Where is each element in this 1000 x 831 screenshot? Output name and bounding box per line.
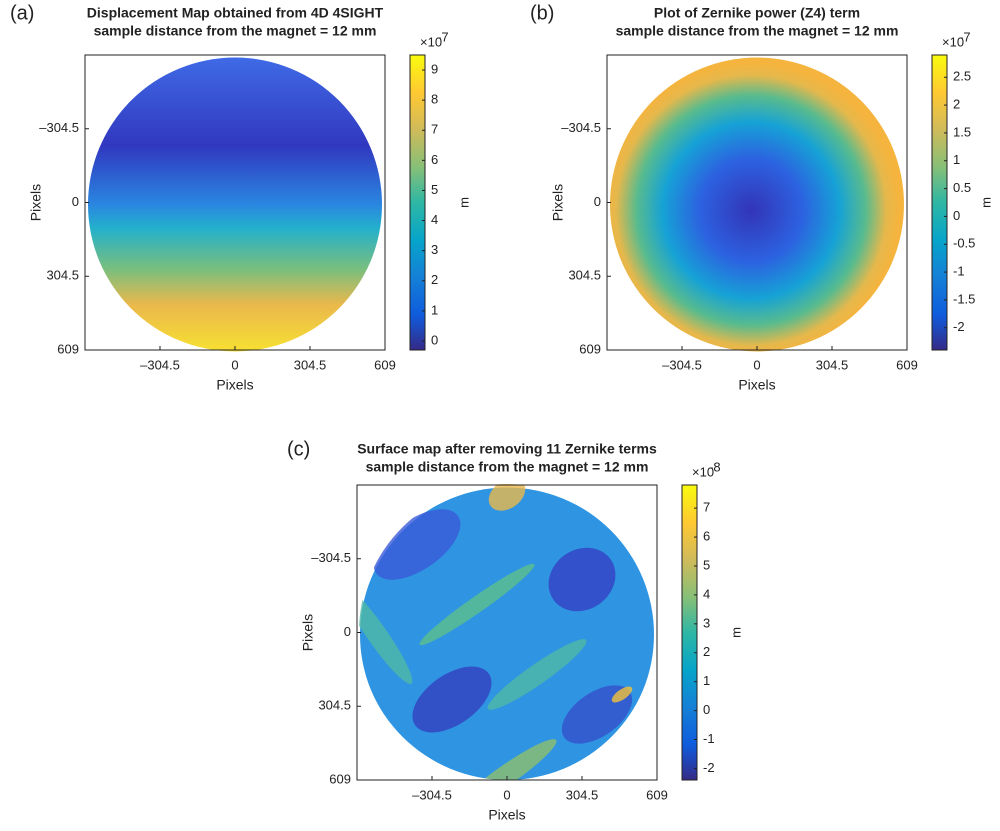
x-axis-label: Pixels [488,807,525,823]
figure: (a) Displacement Map obtained from 4D 4SI… [0,0,1000,831]
x-tick-label: 609 [374,357,396,372]
colorbar-tick-label: 2.5 [953,69,971,84]
y-tick-label: –304.5 [39,120,79,135]
x-tick-label: –304.5 [140,357,180,372]
data-surface [334,472,654,818]
colorbar-tick-label: -1.5 [953,291,975,306]
colorbar-tick-label: 9 [431,61,438,76]
colorbar-label: m [978,197,993,208]
colorbar-tick-label: 0 [431,332,438,347]
x-tick-label: 0 [503,787,510,802]
colorbar-tick-label: 0 [703,702,710,717]
chart-title: Plot of Zernike power (Z4) term [654,5,860,21]
colorbar-tick-label: 1 [431,302,438,317]
colorbar-tick-label: 3 [431,242,438,257]
colorbar-exponent-power: -8 [709,459,721,474]
colorbar-exponent-power: -7 [437,29,449,44]
chart-subtitle: sample distance from the magnet = 12 mm [616,23,899,39]
y-tick-label: 609 [329,771,351,786]
colorbar-tick-label: 0 [953,208,960,223]
y-tick-label: 0 [344,624,351,639]
chart-subtitle: sample distance from the magnet = 12 mm [366,459,649,475]
colorbar-exponent-power: -7 [959,29,971,44]
x-tick-label: 304.5 [816,357,849,372]
colorbar-tick-label: 4 [703,586,710,601]
colorbar-label: m [728,627,743,638]
colorbar-tick-label: 6 [431,152,438,167]
colorbar [410,55,425,350]
colorbar-tick-label: -2 [703,760,715,775]
y-tick-label: 304.5 [46,268,79,283]
y-axis-label: Pixels [28,184,44,221]
panel-label: (b) [530,2,554,24]
x-tick-label: 609 [646,787,668,802]
panel: (c) Surface map after removing 11 Zernike… [287,438,743,822]
colorbar [932,55,947,350]
colorbar-tick-label: 1 [703,673,710,688]
x-tick-label: 609 [896,357,918,372]
y-tick-label: 0 [72,194,79,209]
x-tick-label: 0 [231,357,238,372]
data-surface [610,58,904,352]
y-tick-label: 0 [594,194,601,209]
colorbar-tick-label: 7 [431,122,438,137]
x-tick-label: 0 [753,357,760,372]
x-tick-label: –304.5 [412,787,452,802]
y-tick-label: 304.5 [568,268,601,283]
panel-label: (a) [10,2,34,24]
y-axis-label: Pixels [550,184,566,221]
colorbar-tick-label: 8 [431,92,438,107]
colorbar-tick-label: 3 [703,615,710,630]
colorbar-tick-label: 2 [953,97,960,112]
colorbar-tick-label: 5 [703,557,710,572]
data-surface [88,58,382,352]
colorbar-tick-label: 1 [953,152,960,167]
x-tick-label: 304.5 [294,357,327,372]
colorbar-tick-label: 0.5 [953,180,971,195]
x-tick-label: –304.5 [662,357,702,372]
chart-subtitle: sample distance from the magnet = 12 mm [94,23,377,39]
colorbar-tick-label: 2 [431,272,438,287]
colorbar [682,485,697,780]
y-tick-label: 609 [57,341,79,356]
chart-title: Displacement Map obtained from 4D 4SIGHT [87,5,384,21]
x-axis-label: Pixels [738,377,775,393]
panel: (a) Displacement Map obtained from 4D 4SI… [10,2,471,392]
y-axis-label: Pixels [300,614,316,651]
colorbar-label: m [456,197,471,208]
panel: (b) Plot of Zernike power (Z4) term sample… [530,2,993,392]
colorbar-tick-label: 6 [703,528,710,543]
colorbar-tick-label: 4 [431,212,438,227]
x-tick-label: 304.5 [566,787,599,802]
colorbar-tick-label: 2 [703,644,710,659]
colorbar-tick-label: -0.5 [953,236,975,251]
y-tick-label: 609 [579,341,601,356]
colorbar-tick-label: 5 [431,182,438,197]
colorbar-tick-label: -1 [953,264,965,279]
colorbar-tick-label: -1 [703,731,715,746]
colorbar-tick-label: 1.5 [953,124,971,139]
y-tick-label: –304.5 [311,550,351,565]
chart-title: Surface map after removing 11 Zernike te… [357,441,657,457]
colorbar-tick-label: 7 [703,500,710,515]
colorbar-tick-label: -2 [953,319,965,334]
y-tick-label: 304.5 [318,698,351,713]
x-axis-label: Pixels [216,377,253,393]
panel-label: (c) [287,438,310,460]
y-tick-label: –304.5 [561,120,601,135]
